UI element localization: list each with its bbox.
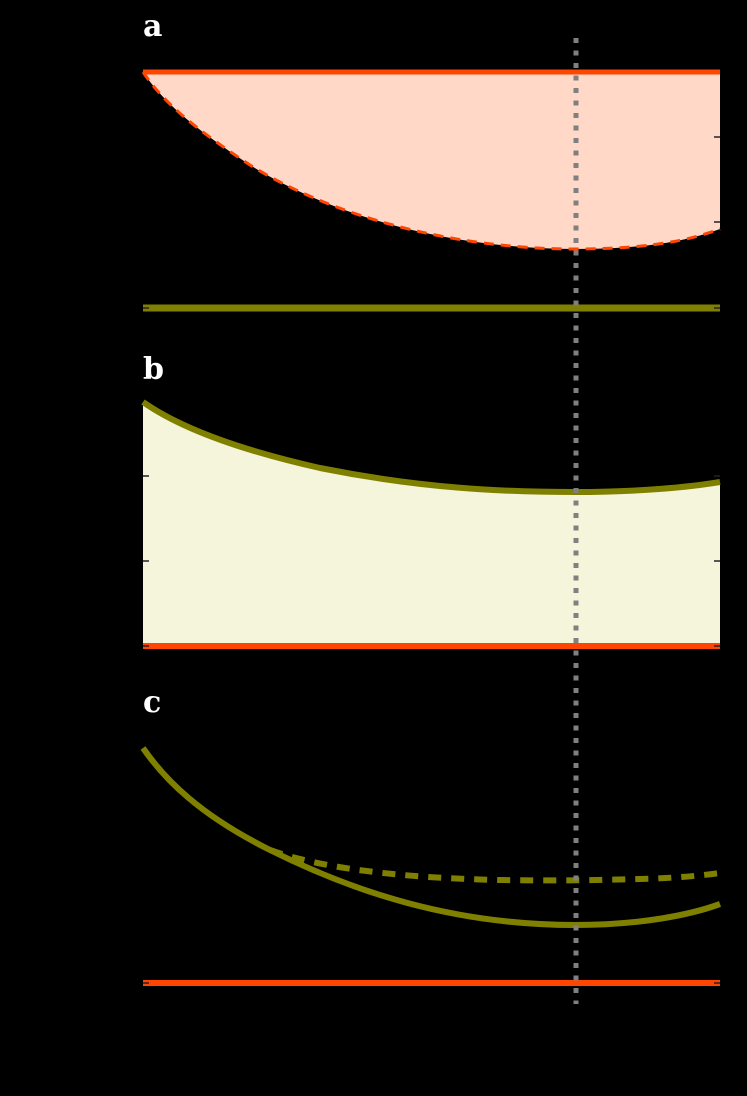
panel-a bbox=[141, 69, 721, 312]
panel-a-dashed-lower bbox=[141, 71, 721, 251]
panel-b-ticks bbox=[143, 475, 720, 647]
panel-a-fill bbox=[143, 72, 720, 249]
panel-c-label: c bbox=[143, 685, 162, 720]
panel-b bbox=[141, 399, 721, 649]
panel-b-olive-curve bbox=[141, 399, 721, 496]
panel-a-ticks bbox=[143, 136, 720, 309]
panel-b-label: b bbox=[143, 352, 164, 387]
panel-c-olive-solid bbox=[140, 746, 722, 929]
panel-a-label: a bbox=[143, 9, 163, 44]
panel-b-fill bbox=[143, 402, 720, 646]
panel-c-olive-dashed bbox=[268, 847, 721, 884]
panel-c bbox=[140, 746, 722, 986]
